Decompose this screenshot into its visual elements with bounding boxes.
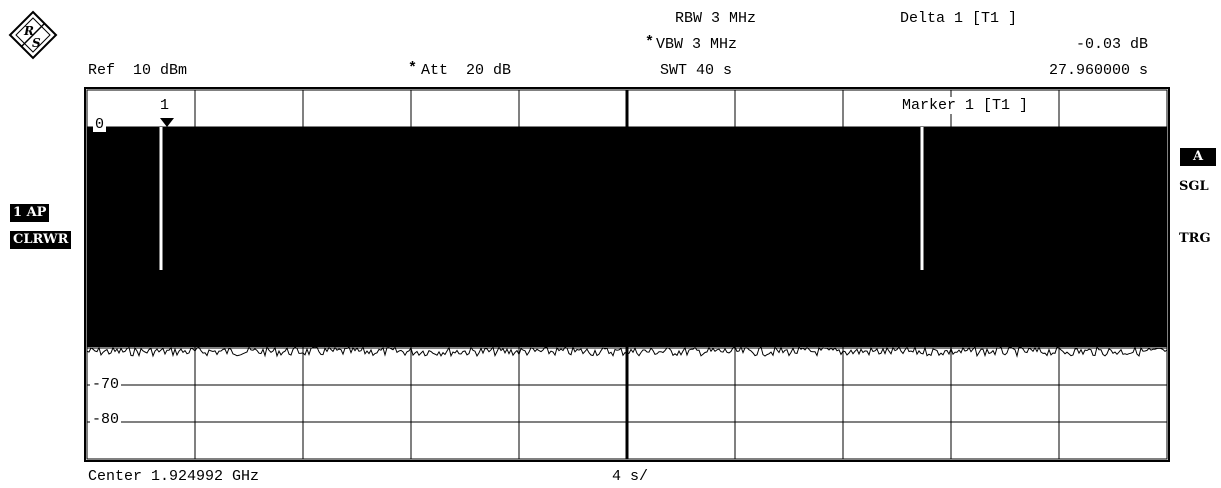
svg-text:S: S [32, 36, 41, 50]
rbw-setting: RBW 3 MHz [675, 10, 757, 27]
signal-envelope [87, 127, 1167, 347]
marker-1-number: 1 [160, 97, 170, 114]
att-modified-star: * [408, 60, 418, 77]
measurement-screen[interactable]: 1 Marker 1 [T1 ] 0 -70 -80 [84, 87, 1170, 462]
time-per-division: 4 s/ [612, 468, 649, 485]
ref-level: Ref 10 dBm [88, 62, 188, 79]
level-minus-70: -70 [90, 376, 122, 393]
trace-mode-badge: CLRWR [10, 231, 72, 249]
delta-marker-time: 27.960000 s [1048, 62, 1148, 79]
marker-1-triangle-icon [160, 118, 174, 127]
level-top: 0 [93, 116, 107, 133]
vbw-modified-star: * [645, 34, 655, 51]
vbw-setting: VBW 3 MHz [656, 36, 738, 53]
trace-detector-badge: 1 AP [10, 204, 50, 222]
trace-grid [84, 87, 1170, 462]
single-sweep-indicator: SGL [1179, 179, 1209, 194]
rohde-schwarz-logo-icon: R S [8, 10, 58, 60]
trace-noise-floor [86, 345, 1168, 358]
level-minus-80: -80 [90, 411, 122, 428]
trace-signal [86, 345, 1168, 358]
sweep-time: SWT 40 s [660, 62, 733, 79]
attenuation: Att 20 dB [421, 62, 512, 79]
trigger-indicator: TRG [1179, 231, 1211, 246]
marker-info: Marker 1 [T1 ] [900, 97, 1031, 114]
delta-marker-value: -0.03 dB [1075, 36, 1148, 53]
delta-marker-label: Delta 1 [T1 ] [900, 10, 1018, 27]
svg-text:R: R [23, 24, 34, 38]
center-frequency: Center 1.924992 GHz [88, 468, 260, 485]
screen-a-badge: A [1180, 148, 1216, 166]
